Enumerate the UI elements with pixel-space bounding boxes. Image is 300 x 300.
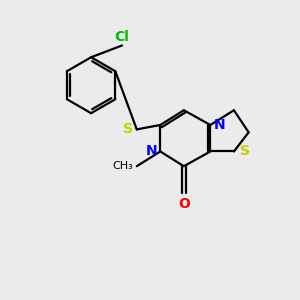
Text: Cl: Cl [115,30,130,44]
Text: N: N [213,118,225,132]
Text: S: S [123,122,133,136]
Text: O: O [178,197,190,211]
Text: N: N [146,145,158,158]
Text: CH₃: CH₃ [112,161,133,171]
Text: S: S [240,145,250,158]
